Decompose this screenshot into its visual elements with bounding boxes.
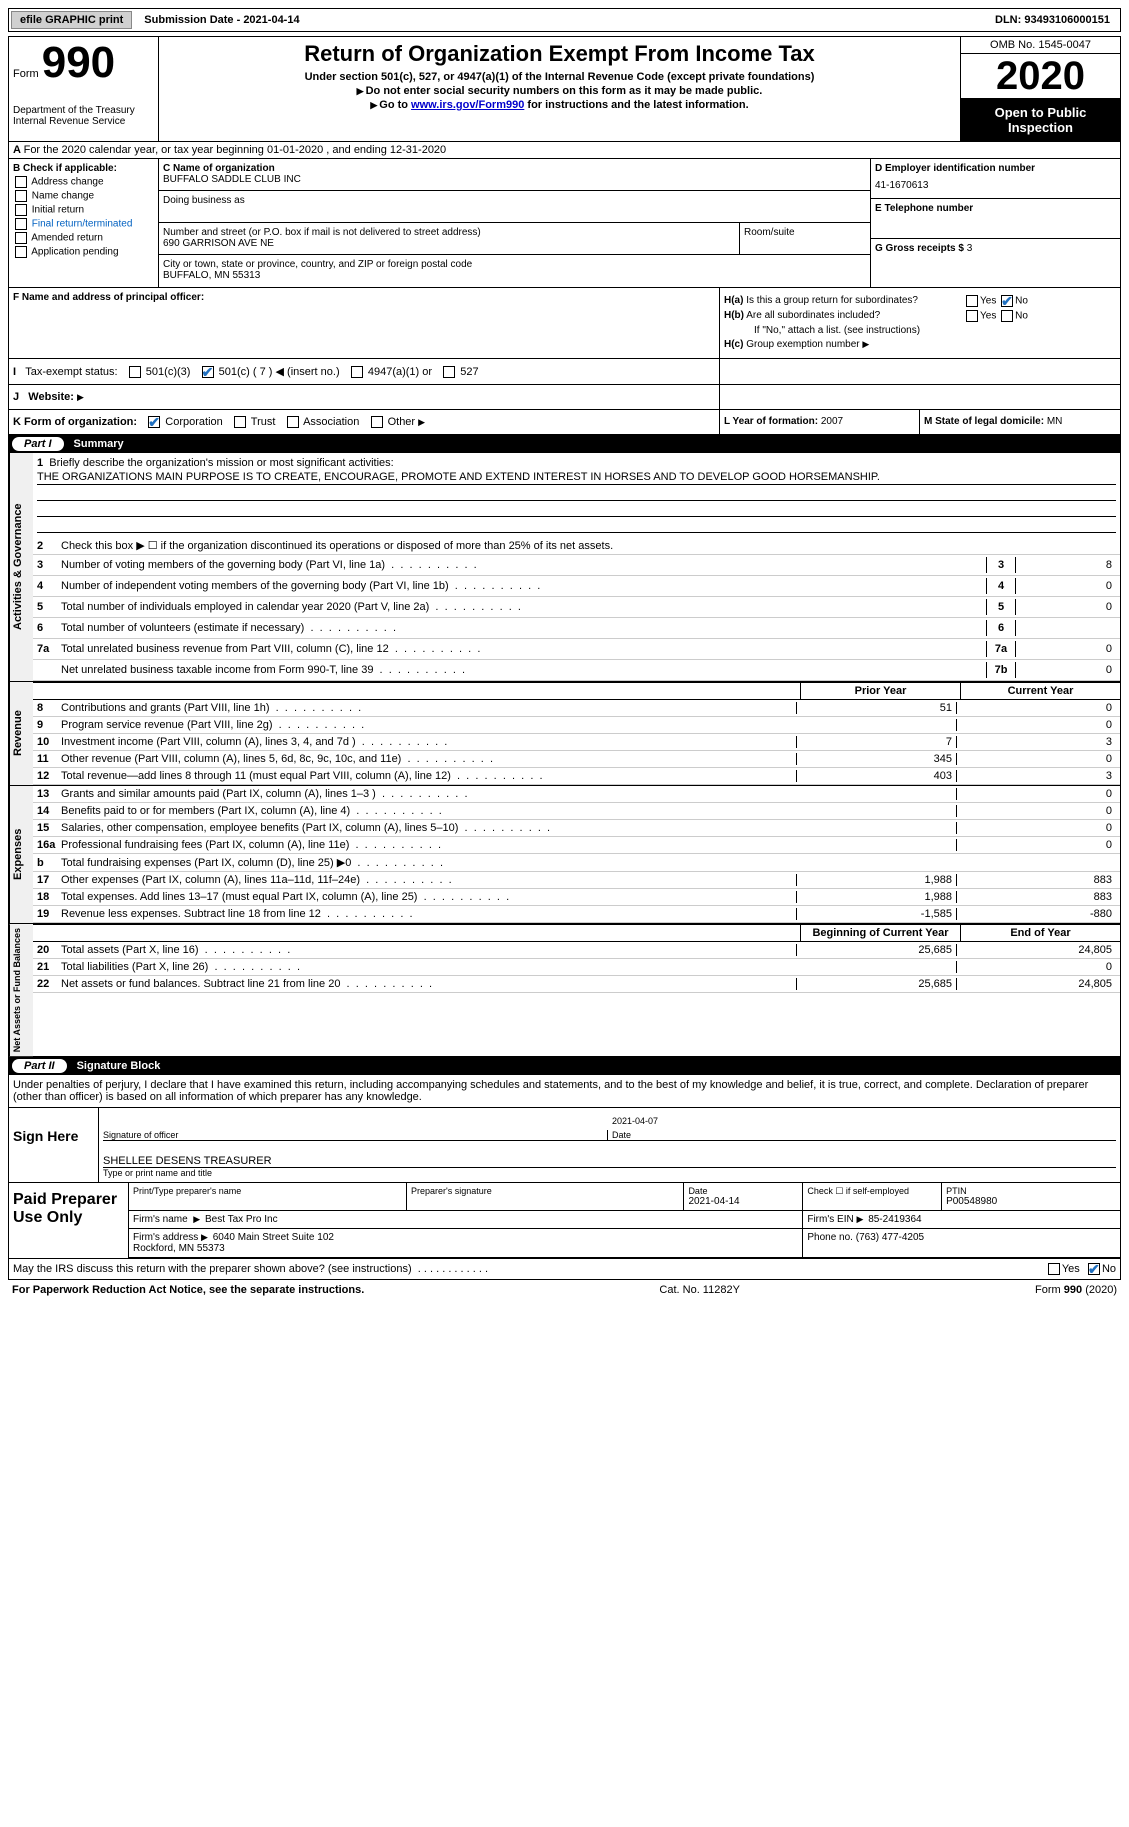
vtab-expenses: Expenses [9, 786, 33, 923]
mission-block: 1 Briefly describe the organization's mi… [33, 453, 1120, 537]
chk-name-change[interactable] [15, 190, 27, 202]
top-toolbar: efile GRAPHIC print Submission Date - 20… [8, 8, 1121, 32]
vtab-revenue: Revenue [9, 682, 33, 785]
principal-officer-cell: F Name and address of principal officer: [9, 288, 720, 358]
telephone-cell: E Telephone number [871, 199, 1120, 239]
summary-line: 9Program service revenue (Part VIII, lin… [33, 717, 1120, 734]
chk-4947[interactable] [351, 366, 363, 378]
summary-line: 2Check this box ▶ ☐ if the organization … [33, 537, 1120, 555]
tax-exempt-status: I Tax-exempt status: 501(c)(3) 501(c) ( … [9, 359, 720, 384]
signature-declaration: Under penalties of perjury, I declare th… [9, 1075, 1120, 1107]
summary-line: 16aProfessional fundraising fees (Part I… [33, 837, 1120, 854]
chk-501c[interactable] [202, 366, 214, 378]
tax-year: 2020 [961, 54, 1120, 99]
chk-discuss-no[interactable] [1088, 1263, 1100, 1275]
column-b-checkboxes: B Check if applicable: Address change Na… [9, 159, 159, 287]
chk-other[interactable] [371, 416, 383, 428]
chk-amended[interactable] [15, 232, 27, 244]
summary-line: 22Net assets or fund balances. Subtract … [33, 976, 1120, 993]
summary-line: 17Other expenses (Part IX, column (A), l… [33, 872, 1120, 889]
summary-line: 12Total revenue—add lines 8 through 11 (… [33, 768, 1120, 785]
preparer-table: Print/Type preparer's name Preparer's si… [129, 1183, 1120, 1258]
chk-discuss-yes[interactable] [1048, 1263, 1060, 1275]
summary-line: 19Revenue less expenses. Subtract line 1… [33, 906, 1120, 923]
sig-date-label: 2021-04-07Date [607, 1130, 1116, 1140]
summary-line: 3Number of voting members of the governi… [33, 555, 1120, 576]
summary-line: 21Total liabilities (Part X, line 26) . … [33, 959, 1120, 976]
chk-corp[interactable] [148, 416, 160, 428]
chk-hb-no[interactable] [1001, 310, 1013, 322]
state-domicile: M State of legal domicile: MN [920, 410, 1120, 434]
summary-line: Net unrelated business taxable income fr… [33, 660, 1120, 681]
group-return-section: H(a) Is this a group return for subordin… [720, 288, 1120, 358]
website-row: J Website: [9, 385, 720, 409]
irs-discuss-row: May the IRS discuss this return with the… [8, 1259, 1121, 1280]
chk-initial-return[interactable] [15, 204, 27, 216]
year-formation: L Year of formation: 2007 [720, 410, 920, 434]
form-header: Form 990 Department of the Treasury Inte… [8, 36, 1121, 142]
part-1-header: Part I Summary [8, 435, 1121, 453]
part-2-header: Part II Signature Block [8, 1057, 1121, 1075]
summary-line: 7aTotal unrelated business revenue from … [33, 639, 1120, 660]
row-a-tax-year: A For the 2020 calendar year, or tax yea… [8, 142, 1121, 159]
gross-receipts-cell: G Gross receipts $ 3 [871, 239, 1120, 279]
chk-527[interactable] [443, 366, 455, 378]
city-cell: City or town, state or province, country… [159, 255, 870, 287]
summary-line: 14Benefits paid to or for members (Part … [33, 803, 1120, 820]
officer-name-label: Type or print name and title [103, 1167, 1116, 1178]
chk-app-pending[interactable] [15, 246, 27, 258]
form990-link[interactable]: www.irs.gov/Form990 [411, 99, 524, 111]
org-name-cell: C Name of organization BUFFALO SADDLE CL… [159, 159, 870, 191]
prior-current-header: Prior Year Current Year [33, 682, 1120, 700]
chk-trust[interactable] [234, 416, 246, 428]
officer-name: SHELLEE DESENS TREASURER [103, 1155, 1116, 1167]
begin-end-header: Beginning of Current Year End of Year [33, 924, 1120, 942]
officer-signature-label: Signature of officer [103, 1130, 607, 1140]
chk-501c3[interactable] [129, 366, 141, 378]
submission-date: Submission Date - 2021-04-14 [136, 12, 307, 28]
sign-here-label: Sign Here [9, 1108, 99, 1182]
street-address-cell: Number and street (or P.O. box if mail i… [159, 223, 740, 254]
chk-hb-yes[interactable] [966, 310, 978, 322]
vtab-governance: Activities & Governance [9, 453, 33, 681]
form-of-org: K Form of organization: Corporation Trus… [9, 410, 720, 434]
dept-label: Department of the Treasury Internal Reve… [13, 105, 154, 127]
summary-line: 5Total number of individuals employed in… [33, 597, 1120, 618]
summary-line: 8Contributions and grants (Part VIII, li… [33, 700, 1120, 717]
form-title: Return of Organization Exempt From Incom… [167, 41, 952, 67]
subtitle-1: Under section 501(c), 527, or 4947(a)(1)… [167, 71, 952, 83]
chk-assoc[interactable] [287, 416, 299, 428]
chk-ha-yes[interactable] [966, 295, 978, 307]
subtitle-2: Do not enter social security numbers on … [167, 85, 952, 97]
paid-preparer-label: Paid Preparer Use Only [9, 1183, 129, 1258]
inspection-label: Open to Public Inspection [961, 99, 1120, 141]
efile-print-button[interactable]: efile GRAPHIC print [11, 11, 132, 29]
summary-line: 18Total expenses. Add lines 13–17 (must … [33, 889, 1120, 906]
omb-number: OMB No. 1545-0047 [961, 37, 1120, 54]
chk-address-change[interactable] [15, 176, 27, 188]
dba-cell: Doing business as [159, 191, 870, 223]
form-number: 990 [42, 38, 115, 87]
chk-final-return[interactable] [15, 218, 27, 230]
summary-line: 15Salaries, other compensation, employee… [33, 820, 1120, 837]
summary-line: 4Number of independent voting members of… [33, 576, 1120, 597]
summary-line: 20Total assets (Part X, line 16) . . . .… [33, 942, 1120, 959]
summary-line: bTotal fundraising expenses (Part IX, co… [33, 854, 1120, 872]
ein-cell: D Employer identification number 41-1670… [871, 159, 1120, 199]
summary-line: 11Other revenue (Part VIII, column (A), … [33, 751, 1120, 768]
chk-ha-no[interactable] [1001, 295, 1013, 307]
form-label: Form [13, 68, 39, 80]
summary-line: 13Grants and similar amounts paid (Part … [33, 786, 1120, 803]
summary-line: 6Total number of volunteers (estimate if… [33, 618, 1120, 639]
summary-line: 10Investment income (Part VIII, column (… [33, 734, 1120, 751]
page-footer: For Paperwork Reduction Act Notice, see … [8, 1280, 1121, 1300]
room-suite-cell: Room/suite [740, 223, 870, 254]
dln: DLN: 93493106000151 [995, 14, 1118, 26]
vtab-net-assets: Net Assets or Fund Balances [9, 924, 33, 1056]
subtitle-3: Go to www.irs.gov/Form990 for instructio… [167, 99, 952, 111]
